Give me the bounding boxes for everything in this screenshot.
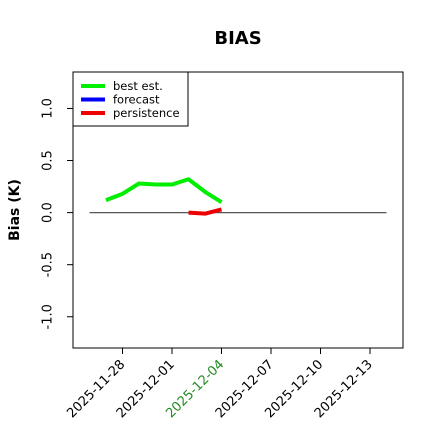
legend-label: persistence xyxy=(113,106,180,120)
legend-label: forecast xyxy=(113,93,160,107)
plot-frame xyxy=(72,71,404,349)
y-axis-label: Bias (K) xyxy=(7,179,23,241)
chart-title: BIAS xyxy=(214,28,261,49)
y-tick-label: 1.0 xyxy=(41,98,56,119)
series-layer xyxy=(105,177,223,216)
y-tick-label: -1.0 xyxy=(41,304,56,329)
series-line-best-est xyxy=(105,177,223,204)
y-axis: -1.0 -0.5 0.0 0.5 1.0 xyxy=(41,98,73,329)
y-tick-label: 0.5 xyxy=(41,150,56,171)
legend-label: best est. xyxy=(113,79,163,93)
y-tick-label: -0.5 xyxy=(41,252,56,277)
x-axis: 2025-11-282025-12-012025-12-042025-12-07… xyxy=(64,348,376,421)
y-tick-label: 0.0 xyxy=(41,202,56,223)
series-line-persistence xyxy=(188,207,222,216)
